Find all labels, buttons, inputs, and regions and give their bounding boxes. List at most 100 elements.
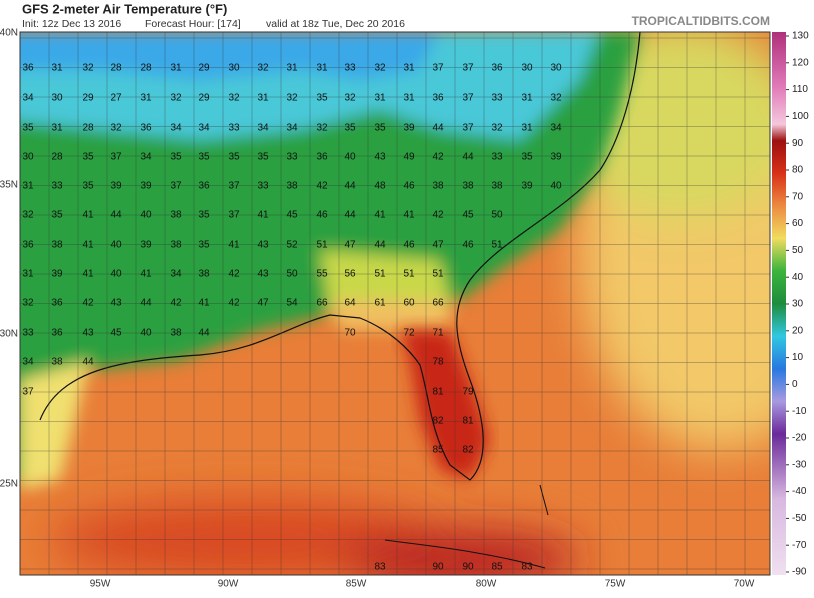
temperature-label: 90: [462, 562, 474, 573]
temperature-label: 28: [82, 123, 94, 134]
temperature-label: 38: [51, 240, 63, 251]
temperature-label: 31: [403, 63, 415, 74]
temperature-label: 72: [403, 328, 415, 339]
temperature-label: 29: [198, 93, 210, 104]
temperature-label: 51: [403, 269, 415, 280]
colorbar-label: 10: [792, 352, 804, 363]
colorbar-label: -50: [792, 513, 807, 524]
temperature-label: 42: [316, 181, 328, 192]
temperature-label: 44: [344, 181, 356, 192]
lat-label: 30N: [0, 329, 18, 340]
temperature-label: 56: [344, 269, 356, 280]
temperature-label: 82: [432, 416, 444, 427]
temperature-label: 43: [82, 328, 94, 339]
colorbar-label: -70: [792, 540, 807, 551]
map-frame: [19, 31, 771, 576]
temperature-label: 47: [257, 298, 269, 309]
lat-label: 25N: [0, 479, 18, 490]
temperature-label: 33: [491, 152, 503, 163]
temperature-label: 43: [257, 240, 269, 251]
temperature-label: 30: [550, 63, 562, 74]
temperature-label: 32: [82, 63, 94, 74]
temperature-label: 81: [462, 416, 474, 427]
temperature-label: 41: [82, 269, 94, 280]
temperature-label: 30: [22, 152, 34, 163]
temperature-label: 31: [22, 181, 34, 192]
lat-label: 40N: [0, 28, 18, 39]
temperature-label: 32: [374, 63, 386, 74]
temperature-label: 29: [82, 93, 94, 104]
temperature-label: 64: [344, 298, 356, 309]
temperature-label: 47: [344, 240, 356, 251]
temperature-label: 83: [374, 562, 386, 573]
temperature-label: 44: [432, 123, 444, 134]
temperature-label: 48: [374, 181, 386, 192]
temperature-label: 39: [140, 181, 152, 192]
temperature-label: 41: [82, 210, 94, 221]
temperature-label: 31: [51, 123, 63, 134]
title: GFS 2-meter Air Temperature (°F): [22, 1, 227, 16]
temperature-label: 37: [228, 210, 240, 221]
temperature-label: 44: [344, 210, 356, 221]
valid-time: valid at 18z Tue, Dec 20 2016: [266, 18, 405, 30]
temperature-label: 36: [432, 93, 444, 104]
temperature-label: 32: [550, 93, 562, 104]
temperature-label: 38: [198, 269, 210, 280]
colorbar-label: -30: [792, 459, 807, 470]
temperature-label: 42: [170, 298, 182, 309]
temperature-label: 28: [51, 152, 63, 163]
temperature-label: 34: [550, 123, 562, 134]
temperature-label: 60: [403, 298, 415, 309]
temperature-label: 45: [286, 210, 298, 221]
temperature-label: 28: [110, 63, 122, 74]
temperature-label: 79: [462, 387, 474, 398]
temperature-label: 37: [170, 181, 182, 192]
temperature-label: 42: [432, 210, 444, 221]
temperature-label: 32: [22, 298, 34, 309]
colorbar-label: 130: [792, 31, 809, 42]
temperature-label: 46: [316, 210, 328, 221]
temperature-label: 33: [51, 181, 63, 192]
temperature-label: 70: [344, 328, 356, 339]
temperature-label: 36: [51, 328, 63, 339]
temperature-label: 38: [170, 328, 182, 339]
temperature-label: 39: [403, 123, 415, 134]
temperature-label: 50: [286, 269, 298, 280]
temperature-label: 41: [403, 210, 415, 221]
temperature-label: 71: [432, 328, 444, 339]
temperature-label: 40: [550, 181, 562, 192]
temperature-label: 32: [228, 93, 240, 104]
temperature-label: 42: [228, 269, 240, 280]
colorbar-label: 0: [792, 379, 798, 390]
temperature-label: 85: [432, 445, 444, 456]
temperature-label: 33: [286, 152, 298, 163]
temperature-label: 38: [432, 181, 444, 192]
temperature-label: 41: [257, 210, 269, 221]
temperature-label: 51: [432, 269, 444, 280]
temperature-label: 43: [257, 269, 269, 280]
temperature-label: 51: [374, 269, 386, 280]
forecast-hour: Forecast Hour: [174]: [145, 18, 241, 30]
temperature-label: 41: [228, 240, 240, 251]
temperature-label: 33: [22, 328, 34, 339]
temperature-label: 35: [316, 93, 328, 104]
init: Init: 12z Dec 13 2016: [22, 18, 121, 30]
temperature-label: 34: [22, 93, 34, 104]
temperature-label: 37: [462, 93, 474, 104]
temperature-label: 35: [198, 152, 210, 163]
temperature-label: 41: [140, 269, 152, 280]
temperature-label: 47: [432, 240, 444, 251]
colorbar-label: -20: [792, 433, 807, 444]
temperature-label: 35: [198, 240, 210, 251]
temperature-label: 81: [432, 387, 444, 398]
temperature-label: 34: [140, 152, 152, 163]
temperature-label: 39: [521, 181, 533, 192]
temperature-label: 35: [82, 181, 94, 192]
temperature-label: 32: [316, 123, 328, 134]
temperature-label: 37: [22, 387, 34, 398]
temperature-label: 38: [170, 210, 182, 221]
temperature-label: 31: [140, 93, 152, 104]
temperature-label: 31: [403, 93, 415, 104]
temperature-label: 35: [521, 152, 533, 163]
